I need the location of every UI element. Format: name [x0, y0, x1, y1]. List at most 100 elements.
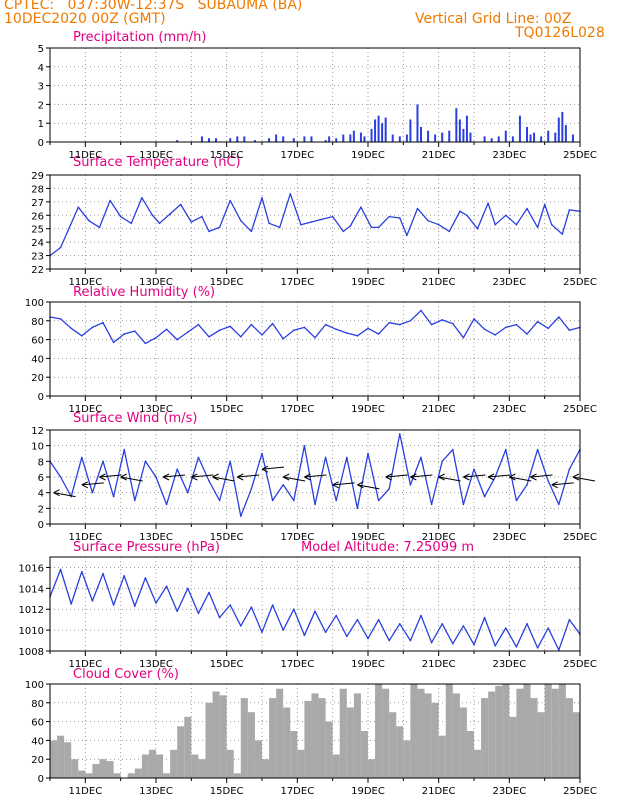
- cloud-bar: [445, 684, 453, 778]
- cloud-xtick-label: 23DEC: [492, 786, 526, 797]
- pressure-series-line: [49, 568, 581, 651]
- wind-title: Surface Wind (m/s): [73, 411, 198, 426]
- cloud-bar: [318, 698, 326, 778]
- temp-point: [515, 223, 518, 226]
- precip-bar: [497, 136, 500, 142]
- header-datetime: 10DEC2020 00Z (GMT): [4, 11, 166, 27]
- cloud-ytick-label: 20: [31, 755, 44, 766]
- rh-point: [155, 336, 157, 339]
- wind-point: [197, 456, 200, 459]
- precip-bar: [229, 138, 232, 142]
- pressure-point: [314, 610, 316, 613]
- precip-ytick-label: 5: [38, 44, 44, 55]
- wind-xtick-label: 17DEC: [280, 532, 314, 543]
- precip-bar: [434, 134, 437, 142]
- rh-point: [165, 328, 168, 331]
- wind-arrowhead: [357, 481, 364, 489]
- precip-ytick-label: 4: [38, 63, 44, 74]
- pressure-point: [59, 568, 62, 571]
- cloud-bar: [304, 700, 312, 778]
- pressure-point: [568, 618, 571, 621]
- rh-point: [282, 337, 285, 340]
- temp-point: [229, 199, 231, 202]
- wind-arrow: [191, 474, 214, 478]
- precip-bar: [275, 134, 278, 142]
- pressure-point: [303, 634, 306, 637]
- wind-xtick-label: 19DEC: [351, 532, 385, 543]
- precip-bar: [483, 136, 486, 142]
- cloud-bar: [163, 773, 171, 778]
- precip-bar: [462, 128, 465, 142]
- pressure-point: [462, 625, 465, 627]
- cloud-bar: [262, 759, 270, 778]
- cloud-ytick-label: 0: [38, 774, 44, 785]
- pressure-point: [441, 623, 444, 625]
- temp-ytick-label: 22: [31, 265, 44, 276]
- precip-bar: [416, 104, 419, 142]
- rh-xtick-label: 25DEC: [563, 404, 597, 415]
- rh-point: [388, 321, 391, 324]
- cloud-bar: [481, 698, 489, 778]
- precip-ytick-label: 0: [38, 138, 44, 149]
- rh-point: [558, 316, 560, 318]
- pressure-point: [367, 637, 369, 640]
- pressure-xtick-label: 25DEC: [563, 659, 597, 670]
- temp-ytick-label: 24: [31, 238, 44, 249]
- precip-frame: [49, 47, 581, 143]
- precip-bar: [342, 134, 345, 142]
- rh-point: [229, 325, 231, 328]
- temp-point: [66, 230, 69, 233]
- precip-bar: [420, 126, 422, 142]
- rh-xtick-label: 13DEC: [139, 404, 173, 415]
- temp-point: [240, 219, 242, 222]
- wind-point: [473, 468, 475, 470]
- temp-point: [370, 226, 373, 229]
- wind-ytick-label: 12: [31, 426, 44, 437]
- precip-bar: [349, 134, 352, 142]
- cloud-bar: [438, 735, 446, 778]
- cloud-bar: [558, 684, 566, 778]
- pressure-annotation: Model Altitude: 7.25099 m: [301, 540, 475, 555]
- rh-xtick-label: 21DEC: [422, 404, 456, 415]
- temp-point: [536, 226, 539, 229]
- temp-point: [459, 210, 461, 213]
- precip-ytick-label: 2: [38, 100, 44, 111]
- temp-xtick-label: 23DEC: [492, 277, 526, 288]
- precip-bar: [303, 136, 306, 142]
- pressure-point: [494, 644, 497, 647]
- precip-bar: [405, 134, 408, 142]
- wind-arrowhead: [385, 473, 392, 481]
- rh-point: [271, 322, 274, 325]
- wind-arrowhead: [282, 473, 290, 481]
- cloud-bar: [156, 754, 164, 778]
- temp-point: [310, 221, 313, 223]
- pressure-point: [112, 604, 115, 606]
- cloud-bar: [205, 702, 213, 778]
- pressure-point: [324, 631, 327, 633]
- cloud-bar: [516, 688, 524, 778]
- temp-point: [494, 223, 497, 226]
- cloud-bar: [148, 749, 156, 778]
- pressure-point: [356, 618, 359, 621]
- wind-frame: [49, 429, 581, 525]
- rh-point: [452, 322, 454, 325]
- cloud-bar: [502, 684, 510, 778]
- cloud-bar: [551, 688, 559, 778]
- precip-bar: [381, 123, 384, 142]
- cloud-bar: [466, 731, 474, 778]
- temp-point: [98, 226, 101, 229]
- rh-ytick-label: 20: [31, 373, 44, 384]
- temp-point: [218, 226, 221, 229]
- precip-bar: [292, 138, 295, 142]
- rh-point: [536, 320, 539, 323]
- temp-ytick-label: 28: [31, 184, 44, 195]
- wind-xtick-label: 15DEC: [210, 532, 244, 543]
- pressure-point: [558, 649, 560, 651]
- cloud-ytick-label: 40: [31, 736, 44, 747]
- wind-ytick-label: 0: [38, 520, 44, 531]
- cloud-bar: [219, 695, 227, 778]
- precip-xtick-label: 11DEC: [68, 150, 102, 161]
- rh-point: [483, 328, 486, 331]
- precip-xtick-label: 23DEC: [492, 150, 526, 161]
- temp-point: [399, 217, 401, 219]
